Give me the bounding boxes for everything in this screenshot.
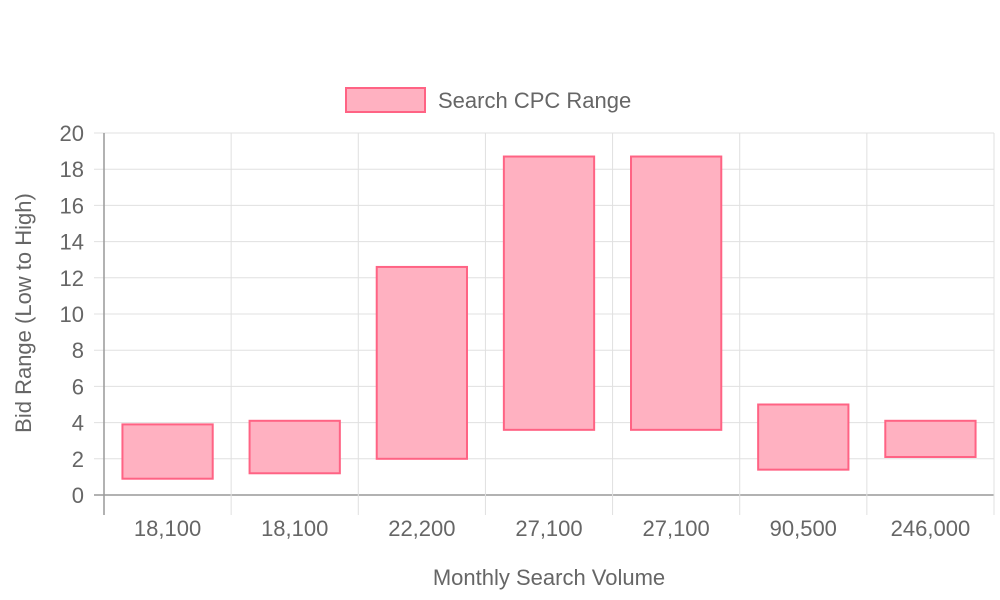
bar[interactable]	[375, 265, 468, 460]
y-tick-label: 0	[72, 483, 84, 508]
bar[interactable]	[630, 155, 723, 431]
y-tick-label: 6	[72, 374, 84, 399]
bars	[121, 155, 977, 480]
y-tick-label: 16	[60, 193, 84, 218]
y-tick-label: 18	[60, 157, 84, 182]
x-tick-label: 246,000	[891, 516, 971, 541]
legend[interactable]: Search CPC Range	[345, 87, 631, 113]
x-axis-title: Monthly Search Volume	[433, 565, 665, 590]
y-tick-label: 20	[60, 121, 84, 146]
bar[interactable]	[757, 403, 850, 471]
y-tick-label: 2	[72, 447, 84, 472]
y-tick-label: 12	[60, 266, 84, 291]
bar[interactable]	[502, 155, 596, 431]
y-tick-label: 14	[60, 230, 84, 255]
y-axis-ticks: 0 2 4 6 8 10 12 14 16 18 20	[60, 121, 84, 508]
x-tick-label: 90,500	[770, 516, 837, 541]
legend-label[interactable]: Search CPC Range	[438, 88, 631, 113]
legend-swatch[interactable]	[345, 87, 426, 113]
bar[interactable]	[248, 419, 341, 475]
y-tick-label: 10	[60, 302, 84, 327]
x-tick-label: 22,200	[388, 516, 455, 541]
x-axis-ticks: 18,100 18,100 22,200 27,100 27,100 90,500 246,…	[134, 516, 970, 541]
y-tick-label: 8	[72, 338, 84, 363]
x-tick-label: 18,100	[134, 516, 201, 541]
bar[interactable]	[884, 419, 977, 458]
bar[interactable]	[121, 423, 214, 480]
x-tick-label: 18,100	[261, 516, 328, 541]
x-tick-label: 27,100	[515, 516, 582, 541]
y-tick-label: 4	[72, 411, 84, 436]
y-axis-title: Bid Range (Low to High)	[11, 193, 36, 433]
x-tick-label: 27,100	[642, 516, 709, 541]
